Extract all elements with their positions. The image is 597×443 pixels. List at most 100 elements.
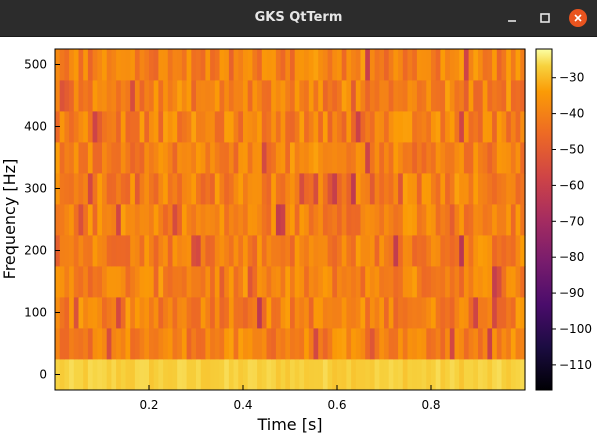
- heatmap-cell: [224, 80, 230, 112]
- heatmap-cell: [482, 111, 488, 143]
- heatmap-cell: [487, 235, 493, 267]
- heatmap-cell: [167, 80, 174, 112]
- heatmap-cell: [144, 204, 150, 236]
- heatmap-cell: [73, 204, 80, 236]
- heatmap-cell: [266, 49, 272, 81]
- heatmap-cell: [261, 80, 268, 112]
- maximize-button[interactable]: [536, 9, 554, 27]
- heatmap-cell: [294, 359, 300, 391]
- heatmap-cell: [167, 235, 174, 267]
- heatmap-cell: [431, 49, 437, 81]
- heatmap-cell: [83, 142, 89, 174]
- heatmap-cell: [374, 80, 380, 112]
- heatmap-cell: [374, 359, 380, 391]
- heatmap-cell: [224, 111, 230, 143]
- heatmap-cell: [332, 111, 338, 143]
- heatmap-cell: [379, 359, 385, 391]
- heatmap-cell: [398, 111, 404, 143]
- heatmap-cell: [496, 266, 503, 298]
- heatmap-cell: [181, 266, 188, 298]
- heatmap-cell: [384, 142, 390, 174]
- heatmap-cell: [111, 111, 117, 143]
- heatmap-cell: [308, 142, 315, 174]
- heatmap-cell: [59, 266, 65, 298]
- heatmap-cell: [487, 297, 493, 329]
- heatmap-cell: [120, 80, 127, 112]
- heatmap-cell: [304, 204, 310, 236]
- heatmap-cell: [346, 297, 352, 329]
- heatmap-cell: [346, 204, 352, 236]
- heatmap-cell: [318, 142, 324, 174]
- heatmap-cell: [243, 111, 249, 143]
- heatmap-cell: [294, 111, 300, 143]
- heatmap-cell: [87, 359, 94, 391]
- heatmap-cell: [261, 142, 268, 174]
- heatmap-cell: [285, 235, 291, 267]
- heatmap-cell: [478, 204, 484, 236]
- heatmap-cell: [459, 80, 465, 112]
- heatmap-cell: [388, 359, 394, 391]
- heatmap-cell: [280, 142, 286, 174]
- heatmap-cell: [482, 80, 488, 112]
- heatmap-cell: [346, 328, 352, 360]
- heatmap-cell: [257, 173, 263, 205]
- heatmap-cell: [322, 142, 329, 174]
- heatmap-cell: [388, 235, 394, 267]
- heatmap-cell: [351, 49, 357, 81]
- heatmap-cell: [412, 266, 418, 298]
- heatmap-cell: [492, 111, 498, 143]
- heatmap-cell: [163, 235, 169, 267]
- heatmap-cell: [426, 328, 432, 360]
- heatmap-cell: [285, 80, 291, 112]
- heatmap-cell: [412, 173, 418, 205]
- heatmap-cell: [252, 235, 258, 267]
- heatmap-cell: [285, 173, 291, 205]
- heatmap-cell: [449, 235, 456, 267]
- heatmap-cell: [271, 111, 277, 143]
- close-button[interactable]: [569, 9, 587, 27]
- heatmap-cell: [106, 173, 112, 205]
- heatmap-cell: [407, 235, 413, 267]
- heatmap-cell: [172, 204, 178, 236]
- heatmap-cell: [73, 328, 80, 360]
- heatmap-cell: [163, 359, 169, 391]
- heatmap-cell: [360, 266, 366, 298]
- heatmap-cell: [261, 173, 268, 205]
- heatmap-cell: [247, 49, 253, 81]
- heatmap-cell: [238, 49, 244, 81]
- heatmap-cell: [257, 266, 263, 298]
- heatmap-cell: [379, 49, 385, 81]
- colorbar-tick-label: −70: [559, 214, 584, 228]
- heatmap-cell: [59, 235, 65, 267]
- heatmap-cell: [191, 111, 197, 143]
- heatmap-cell: [134, 111, 141, 143]
- heatmap-cell: [186, 204, 192, 236]
- heatmap-cell: [261, 328, 268, 360]
- heatmap-cell: [55, 328, 61, 360]
- heatmap-cell: [351, 80, 357, 112]
- heatmap-cell: [275, 204, 282, 236]
- heatmap-cell: [55, 266, 61, 298]
- heatmap-cell: [285, 49, 291, 81]
- heatmap-cell: [130, 266, 136, 298]
- heatmap-cell: [416, 297, 423, 329]
- heatmap-cell: [478, 328, 484, 360]
- heatmap-cell: [172, 328, 178, 360]
- heatmap-cell: [346, 142, 352, 174]
- heatmap-cell: [487, 266, 493, 298]
- heatmap-cell: [275, 142, 282, 174]
- minimize-button[interactable]: [503, 9, 521, 27]
- heatmap-cell: [496, 173, 503, 205]
- heatmap-cell: [102, 235, 108, 267]
- heatmap-cell: [510, 80, 517, 112]
- heatmap-cell: [290, 80, 296, 112]
- heatmap-cell: [92, 266, 98, 298]
- heatmap-cell: [134, 173, 141, 205]
- heatmap-cell: [332, 235, 338, 267]
- heatmap-cell: [55, 80, 61, 112]
- heatmap-cell: [271, 266, 277, 298]
- heatmap-cell: [97, 142, 103, 174]
- heatmap-cell: [125, 297, 131, 329]
- heatmap-cell: [431, 266, 437, 298]
- heatmap-cell: [290, 49, 296, 81]
